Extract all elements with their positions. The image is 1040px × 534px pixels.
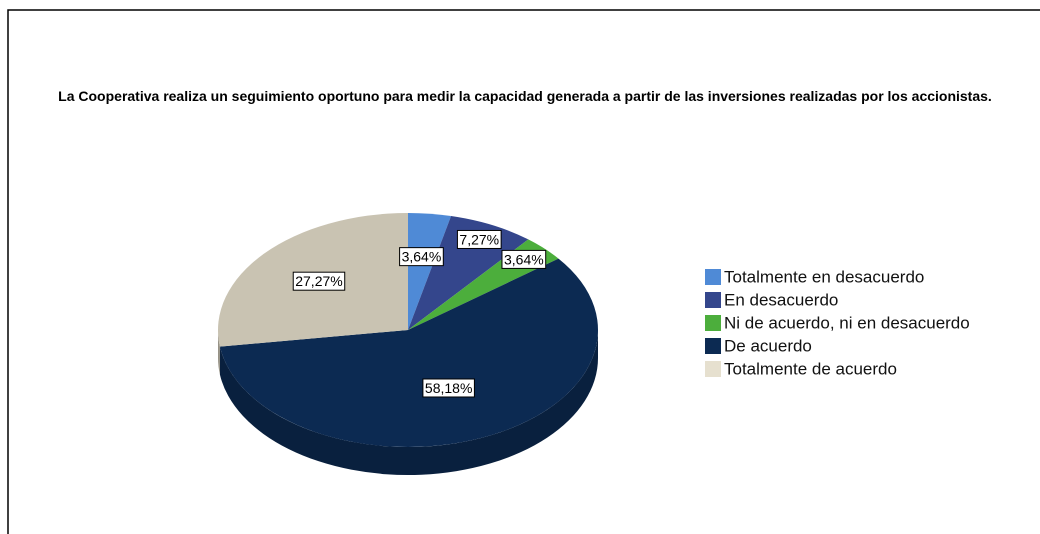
legend-label: Totalmente de acuerdo: [724, 359, 897, 378]
legend-label: Ni de acuerdo, ni en desacuerdo: [724, 313, 970, 332]
pie-slice: [408, 213, 452, 330]
data-label: 7,27%: [459, 231, 499, 247]
data-label: 27,27%: [295, 273, 342, 289]
legend-label: En desacuerdo: [724, 290, 838, 309]
data-label: 58,18%: [425, 380, 472, 396]
legend-swatch: [705, 315, 721, 331]
chart-title: La Cooperativa realiza un seguimiento op…: [58, 88, 992, 104]
data-label: 3,64%: [504, 251, 544, 267]
slice-side: [218, 330, 220, 375]
legend-label: De acuerdo: [724, 336, 812, 355]
data-label-box: [399, 247, 444, 267]
legend-label: Totalmente en desacuerdo: [724, 267, 924, 286]
data-label-box: [501, 249, 547, 269]
legend-swatch: [705, 338, 721, 354]
slice-side: [219, 330, 598, 476]
data-label-box: [422, 378, 475, 398]
frame: [7, 9, 1040, 534]
legend-swatch: [705, 292, 721, 308]
pie-slice: [219, 258, 598, 447]
data-label: 3,64%: [402, 249, 442, 265]
legend-swatch: [705, 269, 721, 285]
data-label-box: [292, 271, 346, 291]
data-label-box: [456, 229, 502, 249]
legend-swatch: [705, 361, 721, 377]
